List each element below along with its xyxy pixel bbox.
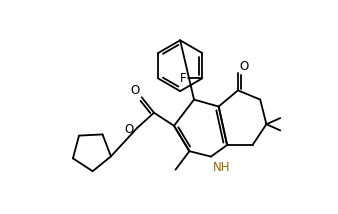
Text: O: O	[125, 123, 134, 136]
Text: O: O	[131, 83, 140, 97]
Text: F: F	[180, 72, 187, 85]
Text: NH: NH	[213, 161, 231, 174]
Text: O: O	[239, 60, 249, 73]
